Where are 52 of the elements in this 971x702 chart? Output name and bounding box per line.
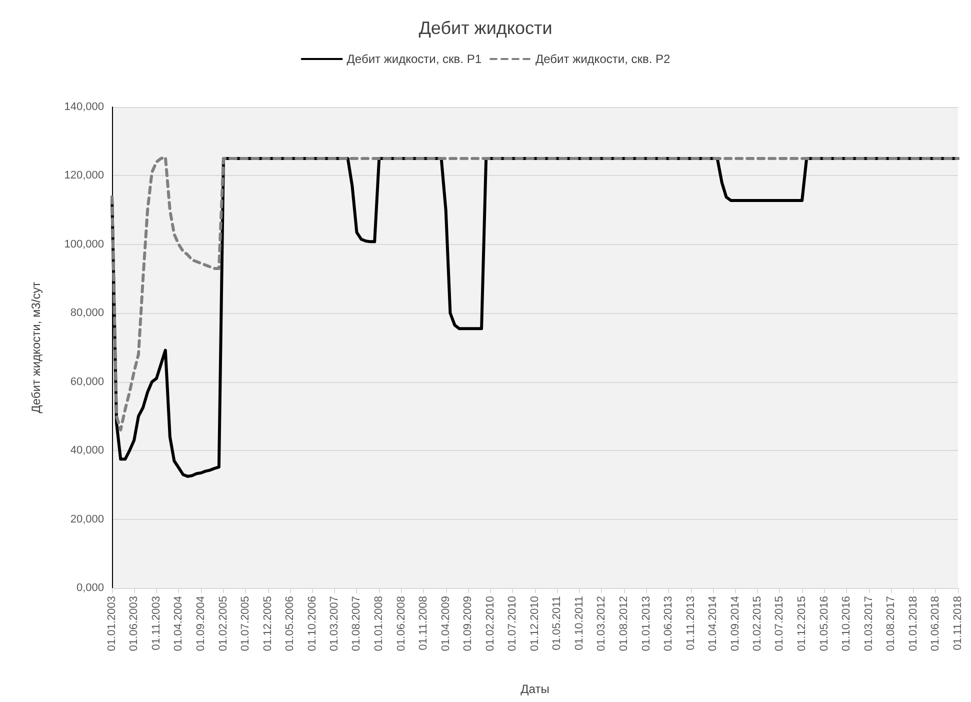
x-tick-label: 01.03.2007 bbox=[328, 596, 340, 652]
x-tick-label: 01.07.2015 bbox=[774, 596, 786, 652]
x-tick-label: 01.10.2006 bbox=[306, 596, 318, 652]
x-tick-label: 01.08.2007 bbox=[350, 596, 363, 652]
x-tick-label: 01.01.2018 bbox=[908, 596, 920, 652]
x-tick-label: 01.11.2008 bbox=[418, 596, 430, 650]
x-tick-label: 01.01.2013 bbox=[640, 596, 652, 652]
x-tick-label: 01.02.2010 bbox=[484, 596, 497, 652]
x-tick-label: 01.05.2016 bbox=[818, 596, 830, 652]
x-tick-label: 01.01.2008 bbox=[373, 596, 386, 652]
x-tick-label: 01.05.2006 bbox=[284, 596, 296, 652]
x-tick-label: 01.12.2005 bbox=[262, 596, 274, 652]
x-tick-label: 01.10.2011 bbox=[573, 596, 586, 650]
x-tick-label: 01.07.2010 bbox=[506, 596, 519, 652]
x-tick-label: 01.12.2010 bbox=[528, 596, 541, 652]
x-tick-label: 01.06.2018 bbox=[930, 596, 942, 652]
x-tick-label: 01.01.2003 bbox=[106, 596, 118, 652]
y-tick-label: 100,000 bbox=[64, 238, 104, 250]
x-tick-label: 01.09.2004 bbox=[195, 596, 208, 652]
x-tick-label: 01.10.2016 bbox=[840, 596, 853, 652]
x-tick-label: 01.06.2003 bbox=[128, 596, 140, 652]
x-tick-label: 01.05.2011 bbox=[551, 596, 564, 650]
x-tick-label: 01.11.2018 bbox=[952, 596, 964, 650]
x-tick-label: 01.07.2005 bbox=[239, 596, 252, 652]
x-tick-label: 01.02.2015 bbox=[752, 596, 764, 652]
x-tick-label: 01.06.2013 bbox=[662, 596, 674, 652]
x-tick-label: 01.12.2015 bbox=[796, 596, 808, 652]
x-tick-label: 01.11.2013 bbox=[684, 596, 697, 650]
x-tick-label: 01.04.2014 bbox=[706, 596, 719, 652]
y-tick-label: 40,000 bbox=[70, 444, 104, 457]
x-tick-label: 01.09.2009 bbox=[462, 596, 474, 652]
x-tick-label: 01.08.2017 bbox=[885, 596, 898, 652]
y-axis-title: Дебит жидкости, м3/сут bbox=[29, 281, 43, 414]
x-axis-title: Даты bbox=[520, 682, 550, 696]
y-tick-label: 140,000 bbox=[64, 101, 104, 113]
x-tick-label: 01.04.2004 bbox=[172, 596, 185, 652]
y-tick-label: 80,000 bbox=[70, 307, 104, 320]
y-tick-label: 0,000 bbox=[76, 582, 104, 594]
x-tick-label: 01.03.2012 bbox=[596, 596, 608, 652]
x-tick-label: 01.06.2008 bbox=[395, 596, 408, 652]
x-tick-label: 01.11.2003 bbox=[150, 596, 162, 650]
y-tick-label: 120,000 bbox=[64, 170, 104, 182]
x-tick-label: 01.03.2017 bbox=[862, 596, 875, 652]
x-tick-label: 01.08.2012 bbox=[618, 596, 630, 652]
legend-label: Дебит жидкости, скв. P1 bbox=[346, 52, 482, 66]
chart-title: Дебит жидкости bbox=[418, 18, 552, 38]
x-tick-label: 01.04.2009 bbox=[440, 596, 452, 652]
x-tick-label: 01.09.2014 bbox=[729, 596, 742, 652]
y-tick-label: 60,000 bbox=[70, 376, 104, 388]
legend-label: Дебит жидкости, скв. P2 bbox=[536, 52, 671, 66]
y-tick-label: 20,000 bbox=[70, 513, 104, 526]
x-tick-label: 01.02.2005 bbox=[217, 596, 230, 652]
